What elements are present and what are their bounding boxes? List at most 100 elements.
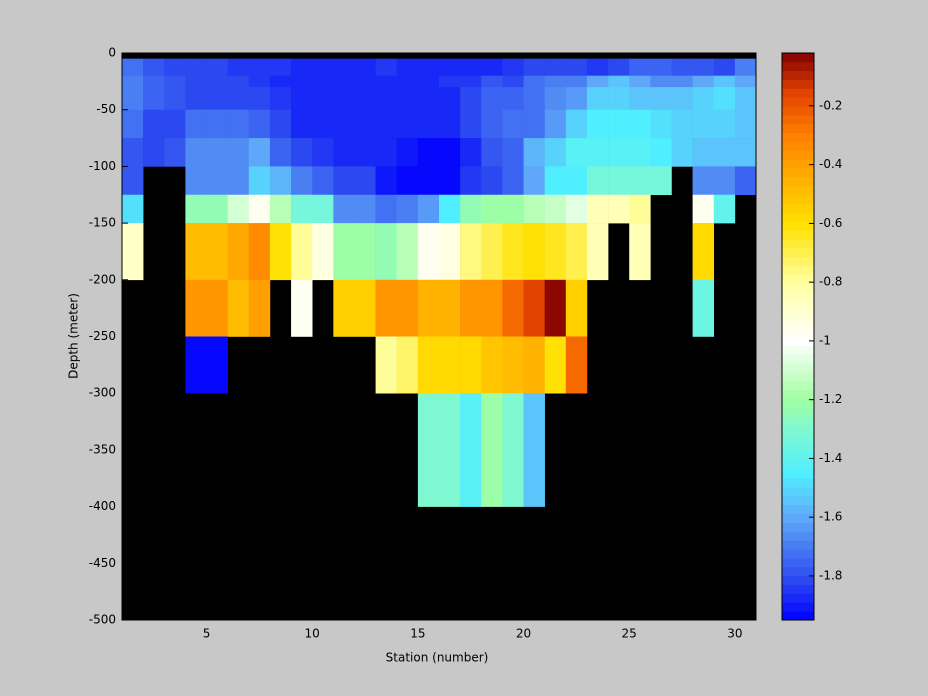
colorbar-band [782,159,814,169]
heatmap-cell [629,109,651,139]
y-tick-label: -100 [89,159,116,173]
heatmap-cell [565,138,588,167]
heatmap-cell [565,194,588,224]
heatmap-cell [671,58,693,76]
heatmap-cell [481,336,503,394]
colorbar-band [782,106,814,116]
heatmap-cell [122,166,144,196]
heatmap-cell [354,109,376,139]
heatmap-cell [354,75,376,88]
heatmap-cell [248,166,271,196]
heatmap-cell [586,58,609,76]
heatmap-cell [481,58,503,76]
heatmap-cell [629,87,651,110]
heatmap-cell [565,75,588,88]
heatmap-cell [544,194,567,224]
colorbar-band [782,478,814,488]
heatmap-cell [608,109,630,139]
heatmap-cell [122,58,144,76]
heatmap-cell [502,223,524,281]
y-tick-label: -400 [89,499,116,513]
heatmap-cell [460,393,482,507]
colorbar-band [782,177,814,187]
heatmap-cell [269,87,292,110]
colorbar-band [782,513,814,523]
heatmap-cell [629,75,651,88]
colorbar-band [782,336,814,346]
heatmap-cell [502,58,524,76]
heatmap-cell [439,87,461,110]
heatmap-cell [586,109,609,139]
heatmap-cell [206,166,228,196]
heatmap-cell [185,87,207,110]
heatmap-cell [502,336,524,394]
colorbar-band [782,230,814,240]
colorbar-band [782,247,814,258]
heatmap-cell [417,279,440,337]
heatmap-cell [692,109,715,139]
colorbar-band [782,354,814,364]
y-tick-label: -300 [89,386,116,400]
heatmap-cell [417,194,440,224]
heatmap-cell [439,279,461,337]
heatmap-cell [439,223,461,281]
heatmap-cell [354,223,376,281]
heatmap-cell [502,393,524,507]
heatmap-cell [375,336,398,394]
heatmap-cell [354,194,376,224]
heatmap-cell [544,279,567,337]
heatmap-cell [544,336,567,394]
heatmap-cell [544,87,567,110]
heatmap-cell [713,58,736,76]
heatmap-cell [227,166,250,196]
heatmap-cell [713,75,736,88]
heatmap-cell [417,75,440,88]
heatmap-cell [354,58,376,76]
colorbar-frame [781,52,815,621]
colorbar-tick-label: -1.8 [819,568,842,582]
heatmap-cell [227,194,250,224]
heatmap-cell [565,336,588,394]
colorbar-band [782,79,814,89]
heatmap-cell [396,336,419,394]
colorbar-band [782,70,814,80]
colorbar-band [782,301,814,311]
colorbar-band [782,504,814,515]
heatmap-cell [333,87,355,110]
heatmap-cell [206,336,228,394]
colorbar-band [782,239,814,249]
heatmap-cell [460,194,482,224]
heatmap-cell [544,166,567,196]
heatmap-cell [565,87,588,110]
heatmap-cell [692,138,715,167]
heatmap-cell [312,87,334,110]
heatmap-cell [227,109,250,139]
heatmap-cell [565,166,588,196]
heatmap-cell [291,109,313,139]
heatmap-cell [375,87,398,110]
heatmap-cell [544,138,567,167]
heatmap-cell [122,194,144,224]
heatmap-cell [185,109,207,139]
heatmap-cell [629,138,651,167]
heatmap-cell [523,166,545,196]
heatmap-cell [671,109,693,139]
heatmap-cell [417,393,440,507]
heatmap-cell [523,223,545,281]
y-tick-label: -150 [89,216,116,230]
heatmap-cell [164,87,186,110]
colorbar-tick-label: -0.6 [819,216,842,230]
heatmap-cell [185,223,207,281]
colorbar-band [782,371,814,382]
heatmap-cell [396,279,419,337]
heatmap-cell [439,109,461,139]
heatmap-cell [671,87,693,110]
heatmap-cell [523,336,545,394]
colorbar-band [782,203,814,213]
heatmap-cell [565,223,588,281]
heatmap-cell [248,223,271,281]
x-tick-label: 25 [622,627,637,641]
colorbar-band [782,557,814,568]
heatmap-cell [143,75,165,88]
